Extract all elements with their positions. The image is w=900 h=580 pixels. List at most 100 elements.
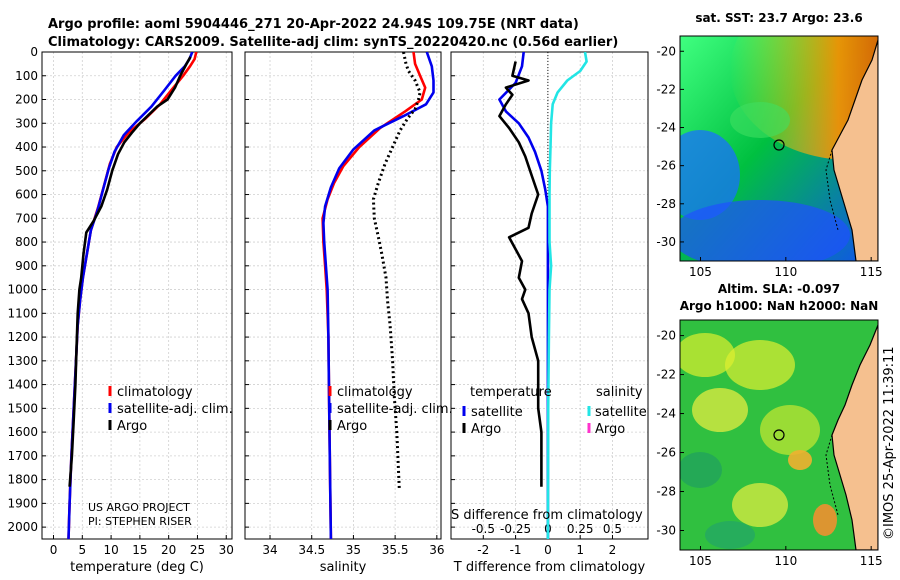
map-y-tick-label: -28 (656, 485, 676, 499)
y-tick-label: 800 (15, 235, 38, 249)
sst-map-frame (679, 35, 879, 262)
map-x-tick-label: 105 (689, 554, 712, 568)
map-x-tick-label: 110 (774, 265, 797, 279)
salinity-panel: 34 34.5 35 35.5 36 salinity climatology satelli… (244, 51, 453, 575)
title-line-1: Argo profile: aoml 5904446_271 20-Apr-20… (48, 17, 579, 32)
s-scale-tick-label: 0.5 (603, 522, 622, 536)
series-group (498, 52, 588, 539)
s-scale-tick-label: -0.25 (500, 522, 531, 536)
legend-header-salinity: salinity (596, 385, 643, 400)
s-scale-tick-label: 0.25 (567, 522, 594, 536)
series-group (67, 52, 198, 539)
sla-map-title-1: Altim. SLA: -0.097 (718, 282, 840, 296)
series-line-t-satellite (498, 52, 550, 539)
series-line-s-satellite (546, 52, 588, 539)
series-line-argo (371, 52, 422, 490)
x-tick-label: -2 (477, 543, 489, 557)
map-y-tick-label: -24 (656, 121, 676, 135)
sla-map (680, 320, 878, 550)
map-y-tick-label: -26 (656, 446, 676, 460)
map-y-tick-label: -22 (656, 368, 676, 382)
x-axis-label: T difference from climatology (453, 560, 646, 575)
y-tick-label: 1500 (7, 401, 38, 415)
x-tick-label: 36 (429, 543, 444, 557)
y-tick-label: 200 (15, 93, 38, 107)
y-tick-label: 1400 (7, 378, 38, 392)
x-axis-label: temperature (deg C) (70, 560, 204, 575)
series-line-climatology (321, 52, 427, 539)
x-tick-label: 35 (346, 543, 361, 557)
x-tick-label: -1 (510, 543, 522, 557)
y-tick-label: 0 (30, 45, 38, 59)
x-tick-label: 15 (132, 543, 147, 557)
y-tick-label: 400 (15, 140, 38, 154)
legend-header-temperature: temperature (470, 385, 552, 400)
y-tick-label: 2000 (7, 520, 38, 534)
y-tick-label: 1200 (7, 330, 38, 344)
series-line-argo (68, 56, 192, 487)
y-tick-label: 1600 (7, 425, 38, 439)
y-tick-label: 100 (15, 69, 38, 83)
map-y-tick-label: -28 (656, 197, 676, 211)
x-tick-label: 30 (219, 543, 234, 557)
series-line-satellite-adj-clim- (322, 52, 435, 539)
s-scale-tick-label: -0.5 (472, 522, 495, 536)
legend-label: satellite (595, 405, 647, 420)
map-x-tick-label: 115 (860, 265, 883, 279)
pi-credit: PI: STEPHEN RISER (88, 515, 192, 528)
y-tick-label: 1100 (7, 306, 38, 320)
sla-map-frame (679, 319, 879, 551)
legend-label: Argo (117, 419, 147, 434)
map-y-tick-label: -30 (656, 524, 676, 538)
y-tick-label: 1300 (7, 354, 38, 368)
map-y-tick-label: -20 (656, 329, 676, 343)
y-tick-label: 700 (15, 211, 38, 225)
sst-map-title: sat. SST: 23.7 Argo: 23.6 (695, 11, 862, 25)
y-tick-label: 600 (15, 188, 38, 202)
s-difference-label: S difference from climatology (451, 508, 643, 523)
sla-map-title-2: Argo h1000: NaN h2000: NaN (680, 299, 879, 313)
axes-frame (244, 51, 442, 540)
series-line-satellite-adj-clim- (67, 52, 194, 539)
map-x-tick-label: 110 (774, 554, 797, 568)
x-axis-label: salinity (320, 560, 367, 575)
legend-label: Argo (471, 422, 501, 437)
legend-label: satellite-adj. clim. (117, 402, 233, 417)
map-x-tick-label: 115 (860, 554, 883, 568)
legend-label: Argo (595, 422, 625, 437)
title-line-2: Climatology: CARS2009. Satellite-adj cli… (48, 35, 618, 50)
y-tick-label: 900 (15, 259, 38, 273)
x-tick-label: 0 (544, 543, 552, 557)
legend-label: climatology (337, 385, 413, 400)
legend-label: climatology (117, 385, 193, 400)
map-y-tick-label: -30 (656, 235, 676, 249)
y-tick-label: 500 (15, 164, 38, 178)
sst-map (680, 36, 878, 261)
map-y-tick-label: -26 (656, 159, 676, 173)
axes-frame (450, 51, 649, 540)
x-tick-label: 1 (576, 543, 584, 557)
map-x-tick-label: 105 (689, 265, 712, 279)
y-tick-label: 1000 (7, 283, 38, 297)
map-axes: 105 110 115 -20 -22 -24 -26 -28 -30 105 110 115 -20 -… (656, 44, 882, 568)
temperature-panel: 0 5 10 15 20 25 30 temperature (deg C) 0 100 200 30… (7, 45, 233, 575)
x-tick-label: 20 (161, 543, 176, 557)
x-tick-label: 2 (609, 543, 617, 557)
x-tick-label: 35.5 (382, 543, 409, 557)
x-tick-label: 5 (78, 543, 86, 557)
imos-watermark: ©IMOS 25-Apr-2022 11:39:11 (882, 346, 897, 540)
x-tick-label: 10 (103, 543, 118, 557)
x-tick-label: 34 (262, 543, 277, 557)
difference-panel: -2 -1 0 1 2 T difference from climatology -0.5… (450, 51, 649, 575)
project-credit: US ARGO PROJECT (88, 501, 190, 514)
x-tick-label: 0 (50, 543, 58, 557)
x-tick-label: 34.5 (298, 543, 325, 557)
map-y-tick-label: -20 (656, 44, 676, 58)
y-tick-label: 300 (15, 116, 38, 130)
series-group (321, 52, 435, 539)
axes-frame (41, 51, 233, 540)
y-tick-label: 1800 (7, 473, 38, 487)
y-tick-label: 1900 (7, 496, 38, 510)
x-tick-label: 25 (190, 543, 205, 557)
